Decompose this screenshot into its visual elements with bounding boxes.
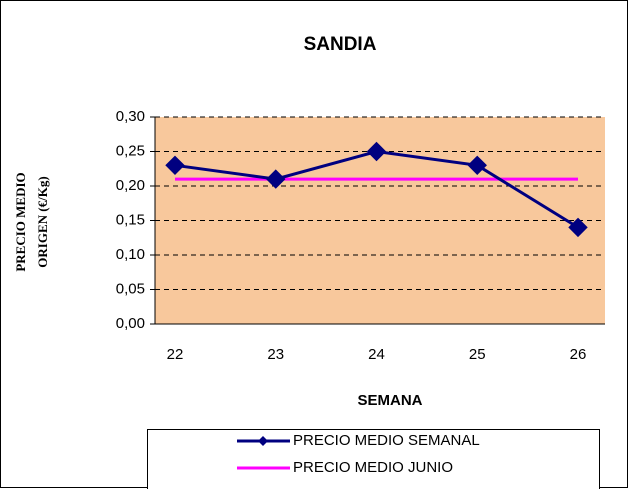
x-axis-label: SEMANA [357,392,422,409]
y-tick-label: 0,20 [116,177,145,194]
y-axis-label: PRECIO MEDIO ORIGEN (€/Kg) [13,172,50,271]
y-tick-label: 0,10 [116,246,145,263]
y-axis-label-line: ORIGEN (€/Kg) [35,176,50,267]
data-point [568,217,588,238]
y-tick-label: 0,00 [116,315,145,332]
y-tick-label: 0,15 [116,211,145,228]
data-point [366,141,387,162]
y-tick-label: 0,25 [116,142,145,159]
x-tick-label: 26 [570,346,587,363]
y-tick-label: 0,30 [116,108,145,125]
legend-marker [258,436,268,446]
data-point [266,169,286,189]
chart-title: SANDIA [304,34,377,55]
data-point [467,155,487,176]
data-point [165,155,185,176]
y-tick-label: 0,05 [116,280,145,297]
legend-label: PRECIO MEDIO SEMANAL [293,432,480,449]
legend-label: PRECIO MEDIO JUNIO [293,459,453,476]
x-tick-label: 23 [267,346,284,363]
x-tick-label: 22 [167,346,184,363]
x-tick-label: 25 [469,346,486,363]
legend [147,429,600,489]
x-tick-label: 24 [368,346,385,363]
y-axis-label-line: PRECIO MEDIO [13,172,28,271]
